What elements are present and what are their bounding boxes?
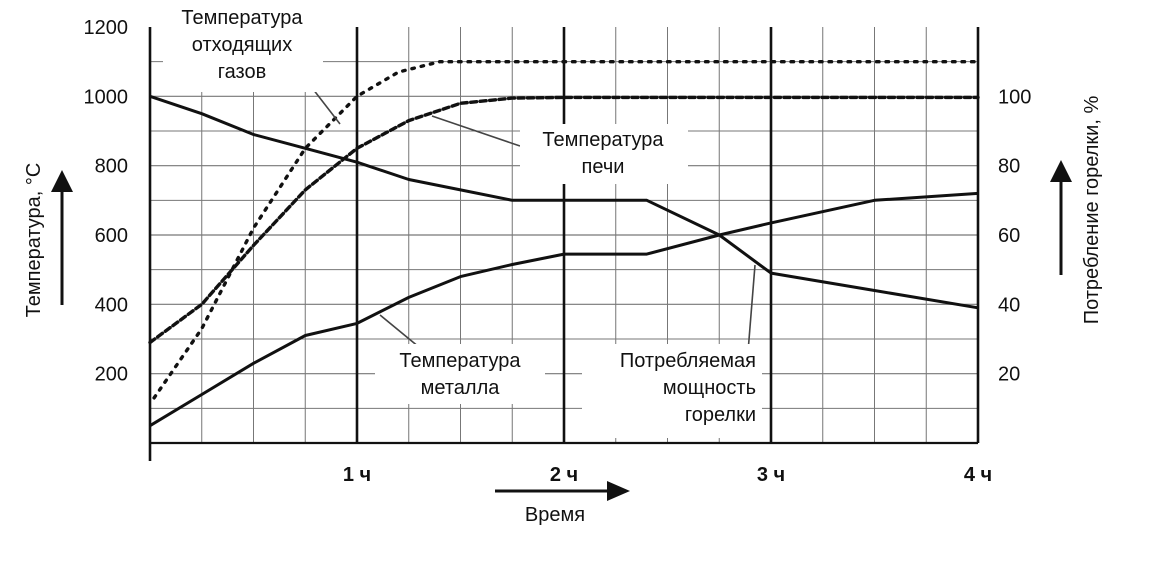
- y2-axis-label: Потребление горелки, %: [1081, 96, 1103, 325]
- y-tick-label: 1200: [84, 17, 129, 39]
- x-tick-label: 3 ч: [757, 464, 785, 486]
- y-axis-label: Температура, °C: [23, 163, 45, 318]
- annotation-leader-burner: [747, 264, 756, 353]
- annotation-bg-furnace: [520, 124, 688, 184]
- y-axis-arrow-head: [51, 170, 73, 192]
- annotation-bg-burner: [582, 344, 762, 438]
- annotation-flue-line: отходящих: [192, 34, 292, 56]
- axes: 1 ч 2 ч 3 ч 4 ч 200 400 600 800 1000 1200 20 40 60 80…: [84, 17, 1032, 486]
- annotation-bg-flue: [163, 4, 323, 92]
- annotation-bg-metal: [375, 344, 545, 404]
- y2-tick-label: 100: [998, 86, 1031, 108]
- y2-axis-arrow-head: [1050, 160, 1072, 182]
- annotation-metal-line: Температура: [399, 350, 521, 372]
- x-axis-arrow-head: [607, 481, 630, 501]
- x-tick-label: 1 ч: [343, 464, 371, 486]
- y-tick-label: 600: [95, 225, 128, 247]
- y2-tick-label: 80: [998, 156, 1020, 178]
- annotation-flue-line: газов: [218, 61, 266, 83]
- annotation-furnace-line: печи: [582, 156, 625, 178]
- annotation-leader-furnace: [431, 115, 521, 147]
- series-line-furnace: [148, 95, 980, 345]
- labels: Температура отходящих газов Температура печи…: [23, 4, 1103, 526]
- annotation-burner-line: горелки: [685, 404, 756, 426]
- y2-tick-label: 60: [998, 225, 1020, 247]
- series-line-burner: [149, 94, 979, 310]
- annotation-burner-line: мощность: [663, 377, 756, 399]
- annotation-burner-line: Потребляемая: [620, 350, 756, 372]
- y-tick-label: 400: [95, 294, 128, 316]
- x-axis-label: Время: [525, 504, 585, 526]
- series-line-metal: [149, 191, 979, 427]
- y2-tick-label: 20: [998, 364, 1020, 386]
- annotation-metal-line: металла: [421, 377, 501, 399]
- y-tick-label: 1000: [84, 86, 129, 108]
- annotation-flue-line: Температура: [181, 7, 303, 29]
- x-tick-label: 4 ч: [964, 464, 992, 486]
- series-group: [148, 60, 980, 427]
- y-tick-label: 200: [95, 364, 128, 386]
- series-line-flue: [152, 60, 980, 400]
- y2-tick-label: 40: [998, 294, 1020, 316]
- x-tick-label: 2 ч: [550, 464, 578, 486]
- y-tick-label: 800: [95, 156, 128, 178]
- annotation-furnace-line: Температура: [542, 129, 664, 151]
